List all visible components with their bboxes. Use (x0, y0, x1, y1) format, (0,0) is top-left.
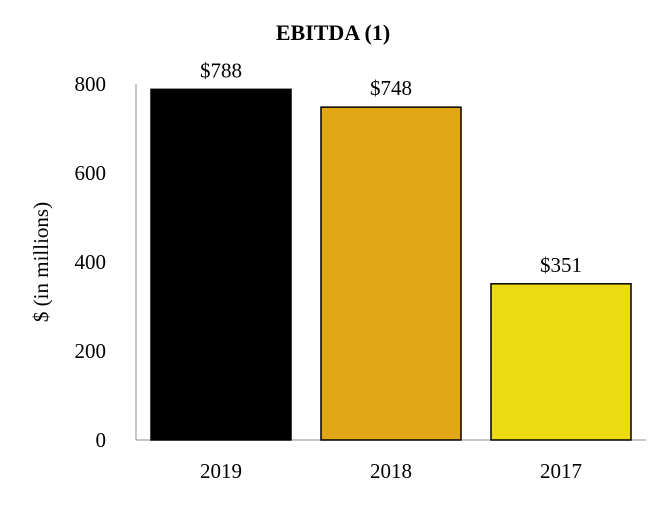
bar-2019 (150, 88, 292, 441)
y-ticks: 0 200 400 600 800 (75, 72, 107, 452)
data-labels: $788 $748 $351 (200, 58, 582, 276)
bar-2017 (490, 283, 632, 441)
bar-2018 (320, 106, 462, 441)
chart-title: EBITDA (1) (276, 20, 390, 45)
x-tick-label: 2018 (370, 459, 412, 483)
y-tick-label: 400 (75, 250, 107, 274)
bars (150, 88, 632, 441)
y-tick-label: 800 (75, 72, 107, 96)
data-label-2017: $351 (540, 253, 582, 277)
y-axis-title: $ (in millions) (29, 202, 53, 322)
x-ticks: 2019 2018 2017 (200, 459, 582, 483)
y-tick-label: 600 (75, 161, 107, 185)
data-label-2019: $788 (200, 58, 242, 82)
x-tick-label: 2019 (200, 459, 242, 483)
data-label-2018: $748 (370, 76, 412, 100)
y-tick-label: 200 (75, 339, 107, 363)
x-tick-label: 2017 (540, 459, 582, 483)
y-tick-label: 0 (96, 428, 107, 452)
